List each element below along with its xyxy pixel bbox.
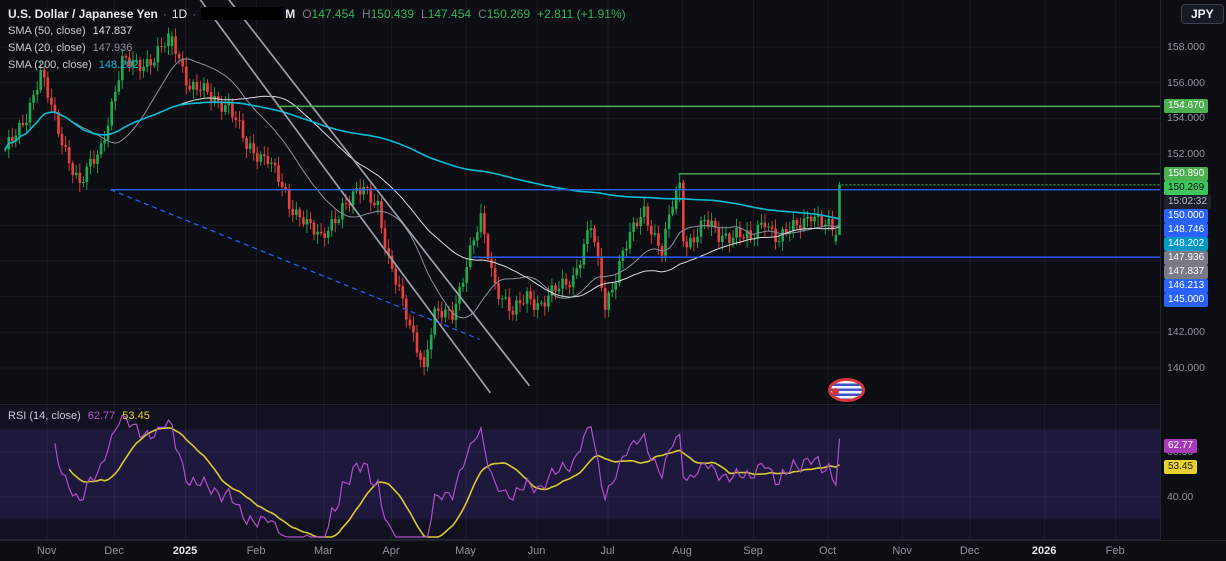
trendline-0[interactable] [196, 0, 492, 394]
sma-50-legend[interactable]: SMA (50, close) 147.837 [8, 22, 626, 39]
rsi-band [0, 429, 1160, 520]
time-axis[interactable]: Nov Dec 2025 Feb Mar Apr May Jun Jul Aug Sep Oct Nov… [0, 540, 1226, 561]
high-pair: H 150.439 [362, 7, 414, 21]
time-label-Nov: Nov [36, 545, 57, 557]
open-pair: O 147.454 [302, 7, 355, 21]
price-axis[interactable]: 158.000 156.000 154.000 152.000 142.000 140.0… [1160, 0, 1226, 540]
low-label: L [421, 6, 428, 21]
broker-logo-ellipse [828, 378, 865, 402]
axis-label-142.000: 142.000 [1167, 326, 1205, 339]
time-label-2026: 2026 [1031, 545, 1057, 557]
rsi-value: 62.77 [87, 410, 116, 422]
axis-badge-148.202: 148.202 [1164, 236, 1209, 251]
separator-dot: · [162, 6, 167, 21]
sma-50-label: SMA (50, close) [8, 24, 86, 37]
open-value: 147.454 [311, 6, 355, 21]
broker-logo [828, 378, 865, 402]
time-label-Dec: Dec [104, 545, 124, 557]
separator-dot: · [192, 6, 197, 21]
time-label-May: May [455, 545, 476, 557]
change-value: +2.811 (+1.91%) [537, 6, 626, 21]
timeframe-label[interactable]: 1D [171, 6, 188, 21]
rsi-label: RSI (14, close) [8, 410, 81, 422]
axis-label-156.000: 156.000 [1167, 76, 1205, 89]
sma-50-value: 147.837 [92, 24, 133, 37]
sma-50-line [4, 95, 840, 298]
time-label-Oct: Oct [819, 545, 837, 557]
axis-label-152.000: 152.000 [1167, 147, 1205, 160]
axis-badge-150.890: 150.890 [1164, 166, 1209, 181]
legend: U.S. Dollar / Japanese Yen · 1D · M O 147… [8, 5, 626, 73]
axis-badge-53.45: 53.45 [1164, 459, 1198, 474]
axis-badge-147.936: 147.936 [1164, 250, 1209, 265]
axis-badge-150.000: 150.000 [1164, 208, 1209, 223]
rsi-legend[interactable]: RSI (14, close) 62.77 53.45 [8, 410, 150, 422]
time-label-Jun: Jun [527, 545, 546, 557]
symbol-row[interactable]: U.S. Dollar / Japanese Yen · 1D · M O 147… [8, 5, 626, 22]
close-label: C [478, 6, 487, 21]
rsi-line [54, 414, 841, 538]
time-label-Feb: Feb [246, 545, 266, 557]
sma-200-value: 148.202 [98, 58, 139, 71]
time-label-Feb: Feb [1105, 545, 1125, 557]
currency-button[interactable]: JPY [1181, 4, 1224, 24]
redaction-box [201, 7, 284, 20]
low-pair: L 147.454 [421, 7, 471, 21]
close-pair: C 150.269 [478, 7, 530, 21]
high-value: 150.439 [370, 6, 414, 21]
time-label-Apr: Apr [382, 545, 400, 557]
axis-badge-150.269: 150.269 [1164, 180, 1209, 195]
close-value: 150.269 [486, 6, 531, 21]
sma-20-value: 147.936 [92, 41, 133, 54]
axis-badge-146.213: 146.213 [1164, 278, 1209, 293]
axis-badge-147.837: 147.837 [1164, 264, 1209, 279]
time-label-Mar: Mar [314, 545, 333, 557]
axis-label-40.00: 40.00 [1167, 491, 1194, 503]
dashed-trendline[interactable] [110, 189, 480, 340]
redacted-suffix: M [285, 6, 296, 21]
rsi-ma-line [68, 426, 840, 538]
sma-200-legend[interactable]: SMA (200, close) 148.202 [8, 56, 626, 73]
time-label-Sep: Sep [743, 545, 763, 557]
rsi-pane[interactable] [54, 414, 841, 538]
time-label-Aug: Aug [672, 545, 692, 557]
time-label-2025: 2025 [172, 545, 198, 557]
axis-badge-62.77: 62.77 [1164, 438, 1198, 453]
rsi-ma-value: 53.45 [122, 410, 150, 422]
sma-20-line [4, 58, 840, 319]
axis-label-158.000: 158.000 [1167, 41, 1205, 53]
time-label-Dec: Dec [959, 545, 980, 557]
sma-200-label: SMA (200, close) [8, 58, 92, 71]
axis-badge-154.670: 154.670 [1164, 99, 1209, 114]
open-label: O [302, 6, 312, 21]
axis-badge-145.000: 145.000 [1164, 292, 1209, 307]
sma-20-legend[interactable]: SMA (20, close) 147.936 [8, 39, 626, 56]
low-value: 147.454 [427, 6, 472, 21]
main-pane[interactable] [3, 0, 1160, 394]
symbol-title[interactable]: U.S. Dollar / Japanese Yen [8, 6, 158, 21]
sma-20-label: SMA (20, close) [8, 41, 86, 54]
time-label-Nov: Nov [892, 545, 912, 557]
time-label-Jul: Jul [600, 545, 615, 557]
axis-label-140.000: 140.000 [1167, 361, 1205, 374]
high-label: H [361, 6, 371, 21]
axis-badge-148.746: 148.746 [1164, 222, 1209, 237]
axis-label-154.000: 154.000 [1167, 112, 1205, 125]
sma-200-line [4, 101, 840, 220]
axis-badge-15:02:32: 15:02:32 [1164, 194, 1211, 209]
